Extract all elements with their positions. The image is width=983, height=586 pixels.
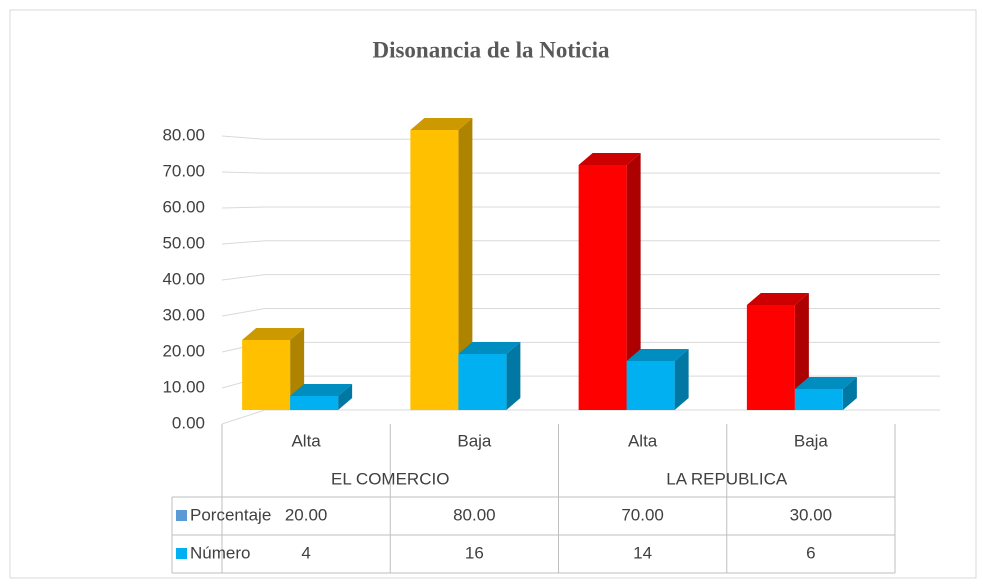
bar-side	[506, 342, 521, 410]
group-label: EL COMERCIO	[331, 469, 449, 488]
x-tick-label: Baja	[457, 431, 492, 450]
y-tick-label: 0.00	[172, 413, 205, 432]
table-cell: 14	[633, 543, 652, 562]
bar	[578, 165, 627, 410]
bar-top	[290, 384, 353, 396]
y-tick-label: 10.00	[162, 377, 205, 396]
bar-side	[626, 153, 641, 410]
bar-top	[626, 349, 689, 361]
bar-side	[458, 118, 473, 410]
y-tick-label: 50.00	[162, 233, 205, 252]
grid-line	[221, 240, 940, 245]
chart-border	[9, 9, 977, 579]
grid-line	[221, 206, 940, 209]
bar	[242, 340, 291, 410]
bar-side	[338, 384, 353, 410]
bar-side	[842, 377, 857, 410]
table-cell: 20.00	[285, 505, 328, 524]
bar-top	[578, 153, 641, 165]
grid-line	[221, 274, 940, 281]
y-tick-label: 80.00	[162, 125, 205, 144]
x-tick-label: Alta	[628, 431, 658, 450]
y-tick-label: 60.00	[162, 197, 205, 216]
bar	[458, 354, 507, 410]
y-tick-label: 30.00	[162, 305, 205, 324]
y-tick-label: 20.00	[162, 341, 205, 360]
x-tick-label: Alta	[291, 431, 321, 450]
bar	[794, 389, 843, 410]
legend-label: Porcentaje	[190, 505, 271, 524]
group-label: LA REPUBLICA	[666, 469, 788, 488]
grid-line	[221, 135, 940, 140]
table-cell: 80.00	[453, 505, 496, 524]
bar	[626, 361, 675, 410]
y-tick-label: 70.00	[162, 161, 205, 180]
grid-line	[221, 171, 940, 174]
bar-top	[746, 293, 809, 305]
x-tick-label: Baja	[794, 431, 829, 450]
bar	[746, 305, 795, 410]
table-cell: 70.00	[621, 505, 664, 524]
bar-top	[458, 342, 521, 354]
table-cell: 6	[806, 543, 815, 562]
bar-top	[794, 377, 857, 389]
bar	[410, 130, 459, 410]
y-tick-label: 40.00	[162, 269, 205, 288]
bar-top	[410, 118, 473, 130]
legend-label: Número	[190, 543, 250, 562]
legend-key	[176, 548, 187, 559]
bar	[290, 396, 339, 410]
bar-top	[242, 328, 305, 340]
chart-title: Disonancia de la Noticia	[372, 37, 610, 62]
bar-side	[674, 349, 689, 410]
table-cell: 30.00	[790, 505, 833, 524]
table-cell: 4	[301, 543, 310, 562]
grid-line	[221, 307, 940, 317]
table-cell: 16	[465, 543, 484, 562]
legend-key	[176, 510, 187, 521]
